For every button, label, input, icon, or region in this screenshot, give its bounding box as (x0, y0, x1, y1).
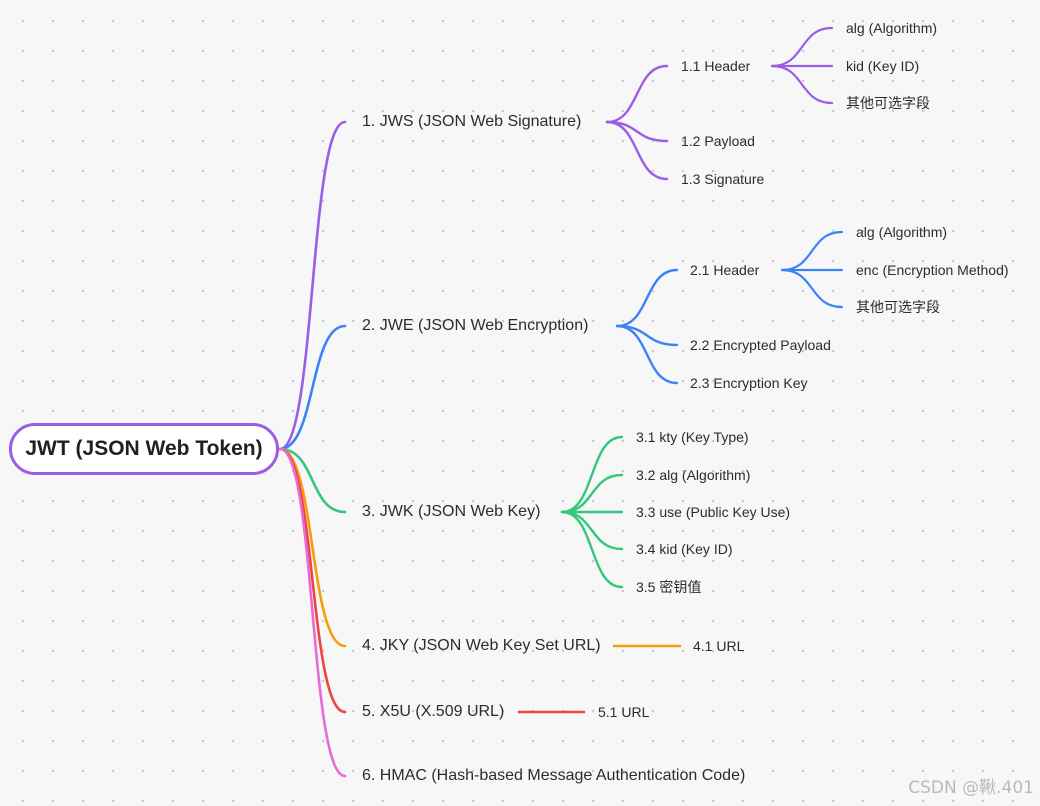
connector-node-2-1-leaf-1 (780, 230, 844, 272)
node-1-1-label[interactable]: 1.1 Header (681, 58, 751, 74)
node-3-5-label[interactable]: 3.5 密钥值 (636, 579, 702, 595)
root-node[interactable]: JWT (JSON Web Token) (9, 423, 279, 475)
node-3-2-label[interactable]: 3.2 alg (Algorithm) (636, 467, 751, 483)
node-5-1-label[interactable]: 5.1 URL (598, 704, 650, 720)
connector-branch-1-child-3 (605, 120, 669, 181)
node-3-3-label[interactable]: 3.3 use (Public Key Use) (636, 504, 791, 520)
connector-node-1-1-leaf-3 (770, 64, 834, 105)
connector-root-to-branch-1 (278, 120, 347, 451)
branch-1-label[interactable]: 1. JWS (JSON Web Signature) (362, 113, 582, 130)
leaf-2-1-1-label[interactable]: alg (Algorithm) (856, 224, 948, 240)
node-3-1-label[interactable]: 3.1 kty (Key Type) (636, 429, 749, 445)
connector-root-to-branch-2 (278, 324, 347, 451)
connector-branch-1-child-1 (605, 64, 669, 124)
connector-root-to-branch-6 (278, 447, 347, 778)
connector-branch-3-child-4 (560, 510, 624, 551)
leaf-1-1-1-label[interactable]: alg (Algorithm) (846, 20, 938, 36)
connector-node-1-1-leaf-1 (770, 26, 834, 68)
node-4-1-label[interactable]: 4.1 URL (693, 638, 745, 654)
node-2-1-label[interactable]: 2.1 Header (690, 262, 760, 278)
connector-root-to-branch-4 (278, 447, 347, 648)
branch-3-label[interactable]: 3. JWK (JSON Web Key) (362, 503, 541, 520)
leaf-2-1-2-label[interactable]: enc (Encryption Method) (856, 262, 1009, 278)
connector-branch-3-child-2 (560, 473, 624, 514)
branch-6-label[interactable]: 6. HMAC (Hash-based Message Authenticati… (362, 767, 746, 784)
watermark: CSDN @鞦.401 (908, 778, 1034, 798)
node-2-2-label[interactable]: 2.2 Encrypted Payload (690, 337, 831, 353)
leaf-2-1-3-label[interactable]: 其他可选字段 (856, 299, 940, 315)
connector-branch-2-child-1 (615, 268, 679, 328)
leaf-1-1-2-label[interactable]: kid (Key ID) (846, 58, 920, 74)
connector-root-to-branch-3 (278, 447, 347, 514)
node-1-2-label[interactable]: 1.2 Payload (681, 133, 755, 149)
branch-5-label[interactable]: 5. X5U (X.509 URL) (362, 703, 505, 720)
connector-node-2-1-leaf-3 (780, 268, 844, 309)
branch-4-label[interactable]: 4. JKY (JSON Web Key Set URL) (362, 637, 601, 654)
branch-2-label[interactable]: 2. JWE (JSON Web Encryption) (362, 317, 589, 334)
node-3-4-label[interactable]: 3.4 kid (Key ID) (636, 541, 733, 557)
node-1-3-label[interactable]: 1.3 Signature (681, 171, 765, 187)
root-node-label: JWT (JSON Web Token) (25, 437, 263, 460)
node-2-3-label[interactable]: 2.3 Encryption Key (690, 375, 808, 391)
connector-branch-3-child-5 (560, 510, 624, 589)
connector-root-to-branch-5 (278, 447, 347, 714)
leaf-1-1-3-label[interactable]: 其他可选字段 (846, 95, 930, 111)
connector-branch-3-child-1 (560, 435, 624, 514)
connector-branch-2-child-3 (615, 324, 679, 385)
